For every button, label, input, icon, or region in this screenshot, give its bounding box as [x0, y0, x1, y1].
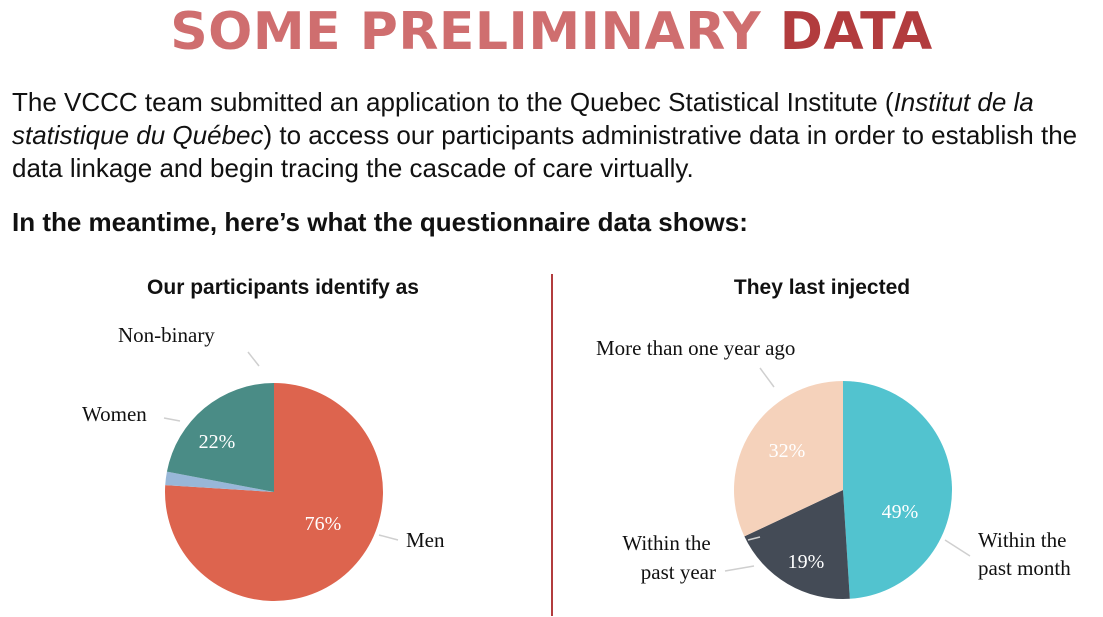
leader-line-men	[378, 534, 399, 541]
intro-text-after: ) to access our participants administrat…	[12, 120, 1078, 183]
leader-line-nonbinary	[247, 351, 260, 367]
intro-paragraph: The VCCC team submitted an application t…	[12, 86, 1092, 185]
chart-title-identity: Our participants identify as	[147, 276, 419, 299]
label-over-year: More than one year ago	[596, 336, 795, 360]
injection-slice-within-the-past-month	[843, 381, 952, 599]
intro-text-before: The VCCC team submitted an application t…	[12, 87, 894, 117]
identity-slice-women	[166, 383, 274, 492]
label-women: Women	[82, 402, 147, 426]
leader-line-over-year	[759, 367, 775, 388]
value-label-over-year: 32%	[769, 440, 806, 462]
chart-title-injection: They last injected	[733, 276, 911, 299]
label-past-year-line1: Within the	[622, 531, 710, 555]
page-title: SOME PRELIMINARY DATA	[0, 2, 1103, 62]
pie-chart-identity	[164, 383, 384, 601]
value-label-women: 22%	[199, 431, 236, 453]
label-past-month-line2: past month	[978, 556, 1071, 580]
value-label-past-year: 19%	[788, 551, 825, 573]
label-past-month: Within the past month	[978, 528, 1072, 580]
injection-slice-more-than-one-year-ago	[733, 381, 843, 537]
leader-line-past-year-top	[747, 536, 761, 541]
leader-line-past-month	[944, 539, 971, 557]
injection-slice-within-the-past-year	[744, 490, 850, 599]
label-men: Men	[406, 528, 445, 552]
intro-italic: Institut de la statistique du Québec	[12, 87, 1034, 150]
leader-line-women	[163, 417, 181, 422]
label-past-year-line2: past year	[641, 560, 716, 584]
lead-sentence: In the meantime, here’s what the questio…	[12, 207, 748, 237]
leader-line-past-year	[724, 565, 755, 572]
label-past-month-line1: Within the	[978, 528, 1066, 552]
label-past-year: Within the past year	[622, 531, 716, 584]
pie-chart-injection	[733, 381, 952, 599]
title-part1: SOME PRELIMINARY	[170, 2, 762, 62]
identity-slice-non-binary	[165, 471, 274, 492]
label-nonbinary: Non-binary	[118, 323, 215, 347]
value-label-past-month: 49%	[882, 501, 919, 523]
column-divider	[551, 274, 553, 616]
value-label-men: 76%	[305, 513, 342, 535]
title-part2: DATA	[779, 2, 933, 62]
